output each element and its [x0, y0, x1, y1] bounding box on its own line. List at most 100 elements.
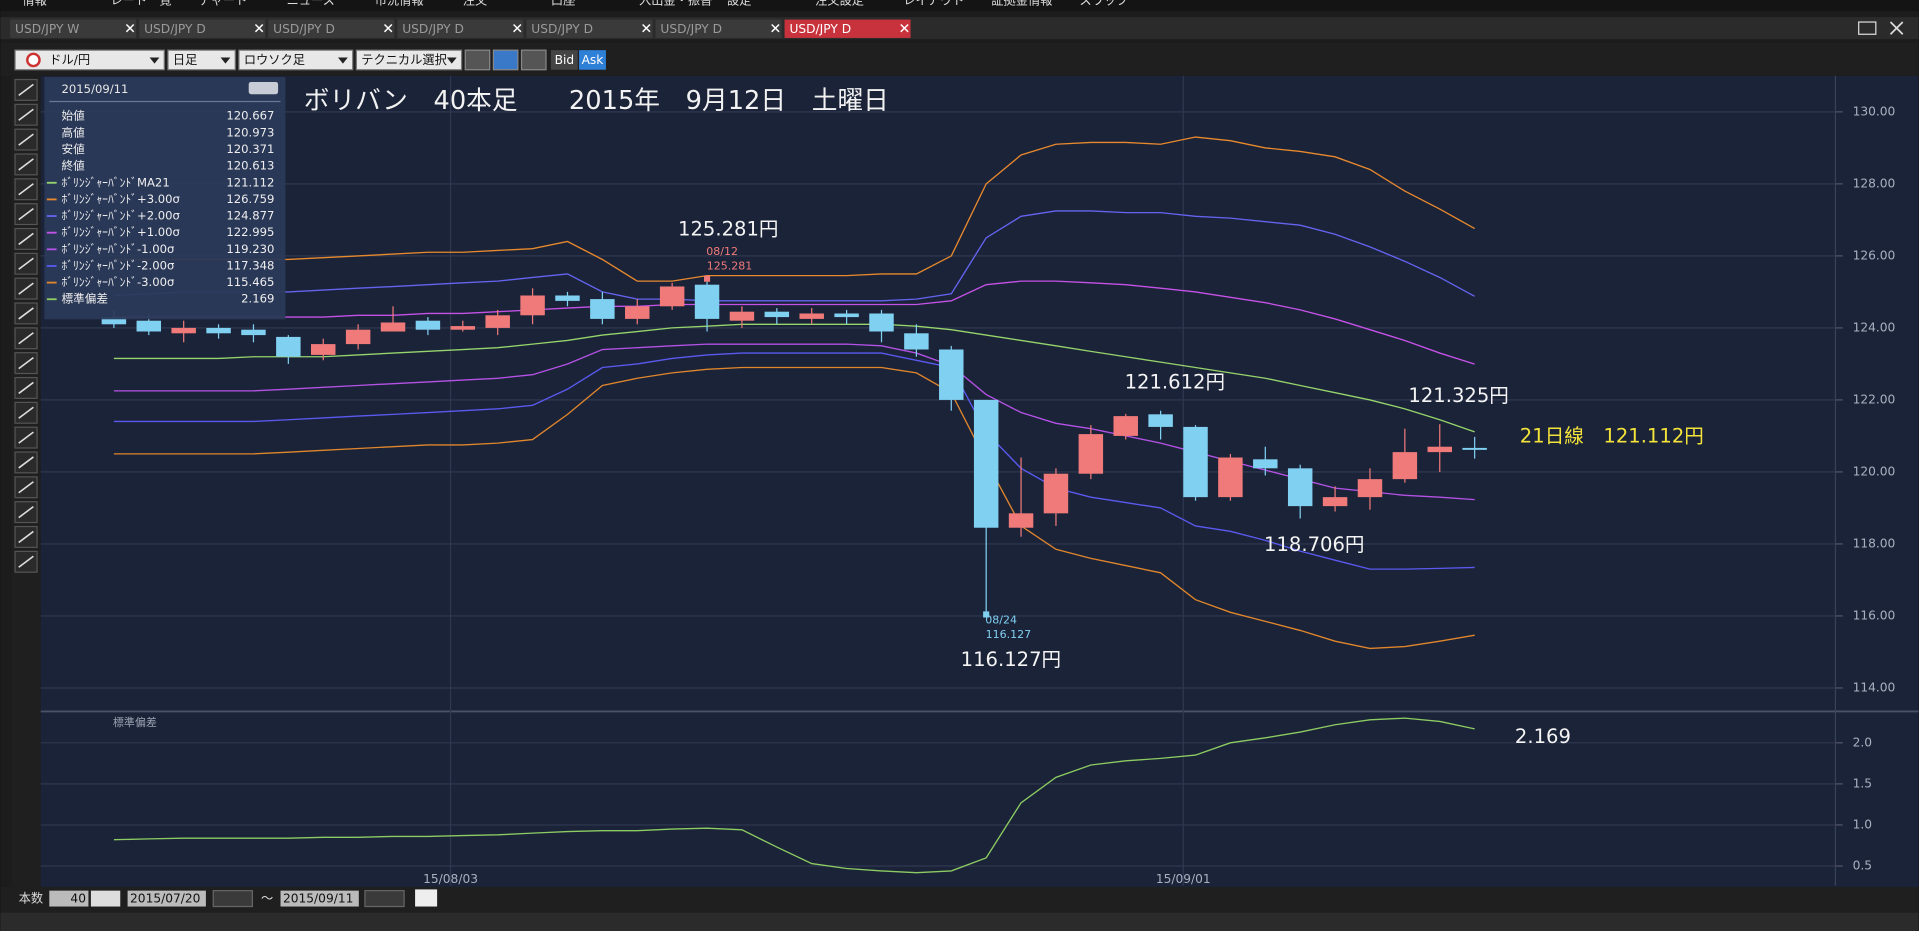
menu-item[interactable]: 証拠金情報: [991, 0, 1052, 8]
y-tick-label: 118.00: [1853, 536, 1896, 550]
menu-item[interactable]: 注文設定: [815, 0, 864, 8]
count-value[interactable]: 40: [70, 892, 86, 906]
y-tick-label: 130.00: [1853, 104, 1896, 118]
y-tick-label: 114.00: [1853, 680, 1896, 694]
info-value: 115.465: [226, 275, 274, 289]
info-value: 126.759: [226, 192, 274, 206]
flag-icon: [26, 52, 41, 68]
count-spin[interactable]: [90, 890, 121, 907]
annotation: 116.127: [986, 628, 1032, 641]
to-date[interactable]: 2015/09/11: [283, 892, 353, 906]
tab[interactable]: [268, 19, 395, 38]
tab[interactable]: [139, 19, 266, 38]
annotation: 125.281円: [678, 217, 778, 240]
menu-item[interactable]: 市況情報: [375, 0, 424, 8]
candle-body: [1043, 473, 1069, 514]
tab-close[interactable]: [900, 23, 909, 33]
candle-body: [1078, 434, 1104, 474]
menu-item[interactable]: 注文: [463, 0, 487, 8]
count-input[interactable]: [49, 890, 89, 907]
ask-label[interactable]: Ask: [582, 53, 605, 67]
std-dev-line: [113, 717, 1475, 874]
x-tick-label: 15/09/01: [1156, 872, 1211, 886]
y-tick-label: 126.00: [1853, 248, 1896, 262]
tab-close[interactable]: [771, 23, 780, 33]
drawing-tool-icon: [18, 431, 34, 444]
from-input[interactable]: [127, 890, 206, 907]
chart-kind-select-arrow[interactable]: [338, 57, 348, 64]
info-panel-button[interactable]: [248, 81, 279, 95]
candle-body: [590, 299, 615, 319]
pair-select-arrow[interactable]: [149, 57, 160, 64]
to-extra[interactable]: [364, 890, 405, 908]
bid-label[interactable]: Bid: [555, 53, 575, 67]
candle-body: [799, 313, 824, 319]
from-date[interactable]: 2015/07/20: [130, 892, 200, 906]
band-line: [113, 352, 1475, 570]
tab-label[interactable]: USD/JPY D: [402, 22, 464, 36]
annotation: 116.127円: [961, 648, 1061, 671]
pair-select[interactable]: [14, 49, 165, 71]
range-tilde: ～: [261, 892, 273, 906]
tab[interactable]: [784, 19, 911, 38]
annotation: 08/24: [985, 613, 1017, 626]
info-value: 2.169: [241, 292, 274, 306]
menu-item[interactable]: 情報: [22, 0, 46, 8]
drawing-tool-icon: [18, 555, 34, 568]
period-select-arrow[interactable]: [220, 57, 231, 64]
tab-label[interactable]: USD/JPY D: [144, 22, 206, 36]
apply-button[interactable]: [415, 889, 438, 907]
candle-body: [764, 311, 790, 318]
annotation: 118.706円: [1264, 533, 1364, 556]
tab-close[interactable]: [642, 23, 651, 33]
annotation: 2.169: [1515, 725, 1571, 748]
period-select-label[interactable]: 日足: [173, 53, 197, 67]
technical-select-label[interactable]: テクニカル選択: [361, 53, 447, 67]
to-input[interactable]: [280, 890, 359, 907]
drawing-tool-icon: [18, 307, 34, 320]
annotation: 125.281: [707, 260, 752, 273]
tab-label[interactable]: USD/JPY W: [15, 22, 79, 36]
drawing-tool-icon: [18, 406, 34, 419]
menu-item[interactable]: 口座: [551, 0, 575, 8]
chart-kind-select[interactable]: [238, 49, 354, 71]
info-label: ﾎﾞﾘﾝｼﾞｬｰﾊﾞﾝﾄﾞ-3.00σ: [62, 275, 175, 289]
candle-body: [904, 333, 929, 350]
menu-item[interactable]: チャート: [199, 0, 248, 8]
tool-button[interactable]: [492, 49, 519, 71]
menu-item[interactable]: 入出金・振替: [639, 0, 712, 8]
candle-body: [1253, 459, 1278, 469]
menu-item[interactable]: レイアウト: [903, 0, 964, 8]
menu-item[interactable]: スワップ: [1079, 0, 1129, 8]
ask-button[interactable]: [579, 50, 606, 70]
period-select[interactable]: [167, 49, 236, 71]
tab[interactable]: [397, 19, 524, 38]
tab[interactable]: [655, 19, 782, 38]
tab-label[interactable]: USD/JPY D: [531, 22, 593, 36]
tab[interactable]: [526, 19, 653, 38]
tab-label[interactable]: USD/JPY D: [660, 22, 722, 36]
menu-item[interactable]: 設定: [727, 0, 751, 8]
info-label: ﾎﾞﾘﾝｼﾞｬｰﾊﾞﾝﾄﾞ+3.00σ: [62, 192, 181, 206]
menu-item[interactable]: ニュース: [287, 0, 335, 8]
y-tick-label: 128.00: [1853, 176, 1896, 190]
tab-close[interactable]: [254, 23, 264, 33]
chart-kind-select-label[interactable]: ロウソク足: [244, 53, 305, 67]
tab[interactable]: [10, 19, 137, 38]
tab-close[interactable]: [125, 23, 135, 33]
tab-label[interactable]: USD/JPY D: [789, 22, 851, 36]
tab-close[interactable]: [513, 23, 522, 33]
window-max-button[interactable]: [1858, 21, 1877, 35]
technical-select-arrow[interactable]: [446, 57, 457, 64]
bid-button[interactable]: [550, 50, 578, 70]
tab-label[interactable]: USD/JPY D: [273, 22, 335, 36]
tool-button[interactable]: [464, 49, 491, 71]
tab-close[interactable]: [383, 23, 393, 33]
candle-body: [101, 317, 127, 325]
tool-button[interactable]: [520, 49, 547, 71]
pair-select-label[interactable]: ドル/円: [49, 53, 90, 67]
technical-select[interactable]: [355, 49, 463, 71]
from-extra[interactable]: [212, 890, 253, 908]
window-close-button[interactable]: [1889, 21, 1904, 35]
menu-item[interactable]: レート一覧: [110, 0, 171, 8]
